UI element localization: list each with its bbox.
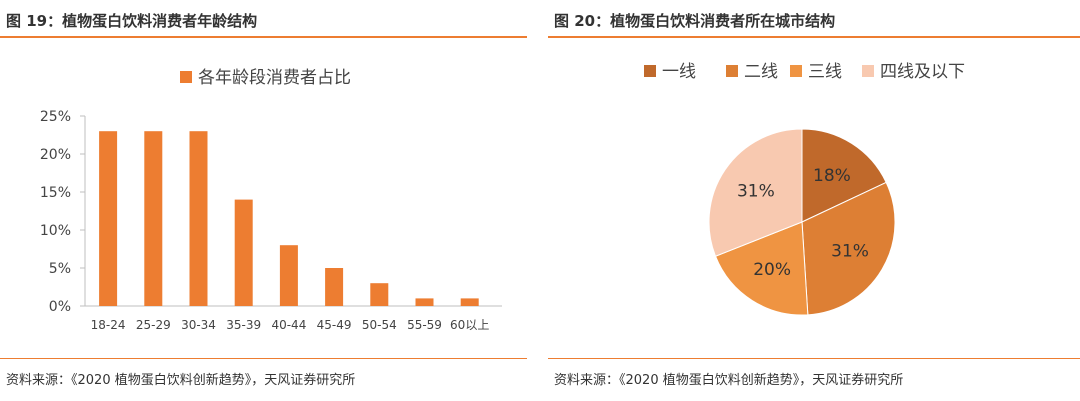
figure-20-top-rule: [548, 36, 1080, 38]
city-tier-pie-chart: 一线 二线 三线 四线及以下 18% 31% 20% 31%: [644, 62, 965, 316]
pie-legend-label: 二线: [744, 62, 778, 82]
bar-x-tick-label: 40-44: [271, 318, 306, 332]
bar-x-tick-label: 35-39: [226, 318, 261, 332]
bar-x-tick-label: 25-29: [136, 318, 171, 332]
figure-20-title: 图 20：植物蛋白饮料消费者所在城市结构: [554, 12, 836, 30]
bar-45-49: [325, 268, 344, 306]
bar-legend-swatch: [180, 71, 192, 83]
figure-19-bottom-rule: [0, 358, 527, 359]
bar-x-tick-label: 55-59: [407, 318, 442, 332]
bar-y-tick-label: 0%: [49, 299, 71, 315]
pie-legend-swatch: [644, 65, 656, 77]
bar-x-tick-label: 45-49: [317, 318, 352, 332]
pie-data-label: 20%: [753, 260, 791, 280]
figure-20-source: 资料来源：《2020 植物蛋白饮料创新趋势》，天风证券研究所: [554, 373, 904, 388]
pie-slice-二线: [801, 181, 896, 316]
pie-legend-swatch: [726, 65, 738, 77]
bar-60以上: [460, 298, 479, 306]
bar-x-axis: 18-24 25-29 30-34 35-39 40-44 45-49 50-54 55-59…: [91, 318, 490, 332]
bar-y-tick-label: 5%: [49, 261, 71, 277]
age-bar-chart: 各年龄段消费者占比 0% 5% 10% 15% 20% 25% 18-24 25-29 30-…: [40, 68, 502, 332]
pie-legend-label: 一线: [662, 62, 696, 82]
pie-legend-swatch: [790, 65, 802, 77]
pie-data-label: 31%: [831, 241, 869, 261]
pie-data-labels: 18% 31% 20% 31%: [737, 166, 869, 280]
bar-x-tick-label: 60以上: [450, 318, 489, 332]
figure-20-bottom-rule: [548, 358, 1080, 359]
figure-19-top-rule: [0, 36, 527, 38]
bar-x-tick-label: 50-54: [362, 318, 397, 332]
bar-y-tick-label: 25%: [40, 109, 71, 125]
bar-x-tick-label: 18-24: [91, 318, 126, 332]
figure-20-panel: 图 20：植物蛋白饮料消费者所在城市结构 一线 二线 三线 四线及以下 18% 31% 2…: [548, 0, 1080, 401]
pie-slice-三线: [714, 221, 809, 316]
bar-y-tick-label: 10%: [40, 223, 71, 239]
pie-slice-一线: [801, 128, 887, 223]
pie-slices: [708, 128, 896, 316]
pie-legend-label: 四线及以下: [880, 62, 965, 82]
figure-19-title: 图 19：植物蛋白饮料消费者年龄结构: [6, 12, 258, 30]
pie-legend-swatch: [862, 65, 874, 77]
bar-legend-label: 各年龄段消费者占比: [198, 68, 351, 88]
bar-30-34: [189, 131, 208, 306]
bar-35-39: [234, 199, 253, 306]
pie-data-label: 31%: [737, 182, 775, 202]
bar-series: [99, 131, 479, 306]
bar-25-29: [144, 131, 163, 306]
pie-data-label: 18%: [813, 166, 851, 186]
bar-y-tick-label: 15%: [40, 185, 71, 201]
figure-19-panel: 图 19：植物蛋白饮料消费者年龄结构 各年龄段消费者占比 0% 5% 10% 15% 2…: [0, 0, 527, 401]
pie-legend-label: 三线: [808, 62, 842, 82]
bar-legend: 各年龄段消费者占比: [180, 68, 351, 88]
bar-18-24: [99, 131, 118, 306]
bar-x-tick-label: 30-34: [181, 318, 216, 332]
bar-40-44: [279, 245, 298, 306]
figure-19-source: 资料来源：《2020 植物蛋白饮料创新趋势》，天风证券研究所: [6, 373, 356, 388]
bar-55-59: [415, 298, 434, 306]
bar-y-tick-label: 20%: [40, 147, 71, 163]
pie-legend: 一线 二线 三线 四线及以下: [644, 62, 965, 82]
pie-slice-四线及以下: [708, 128, 803, 257]
bar-50-54: [370, 283, 389, 306]
